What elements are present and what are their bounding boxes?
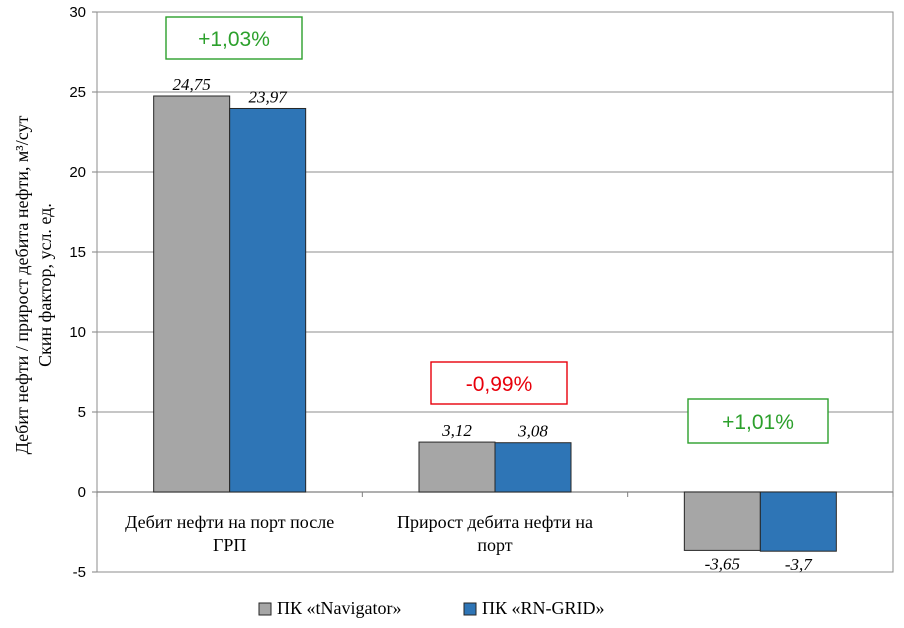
- category-label: ГРП: [213, 535, 246, 555]
- plot-border: [96, 11, 894, 573]
- axes: -5 0 5 10 15 20 25 30: [69, 4, 894, 581]
- legend-swatch: [463, 602, 477, 616]
- category-label: Прирост дебита нефти на: [397, 512, 593, 532]
- y-tick-label: -5: [73, 564, 86, 581]
- category-labels: Дебит нефти на порт после ГРП Прирост деби…: [125, 512, 593, 555]
- y-tick-label: 15: [69, 244, 86, 261]
- bar: [683, 491, 761, 551]
- legend-label: ПК «RN-GRID»: [482, 598, 605, 618]
- category-label: Дебит нефти на порт после: [125, 512, 334, 532]
- bar: [418, 441, 496, 493]
- annotation-text: -0,99%: [466, 373, 533, 396]
- bar: [494, 442, 572, 493]
- data-label: 3,12: [441, 421, 472, 440]
- y-tick-label: 20: [69, 164, 86, 181]
- legend: ПК «tNavigator» ПК «RN-GRID»: [258, 598, 605, 618]
- y-tick-label: 25: [69, 84, 86, 101]
- data-labels: 24,75 23,97 3,12 3,08 -3,65 -3,7: [173, 75, 814, 574]
- category-label: порт: [477, 535, 512, 555]
- y-tick-label: 30: [69, 4, 86, 21]
- bar: [153, 95, 231, 493]
- annotation-text: +1,03%: [198, 28, 270, 51]
- y-axis-title-line: Скин фактор, усл. ед.: [35, 203, 55, 367]
- annotation-box: [687, 398, 829, 444]
- y-tick-label: 5: [78, 404, 86, 421]
- y-axis-title-line: Дебит нефти / прирост дебита нефти, м³/с…: [12, 116, 32, 455]
- y-tick-label: 10: [69, 324, 86, 341]
- data-label: 24,75: [173, 75, 211, 94]
- annotation-text: +1,01%: [722, 411, 794, 434]
- data-label: 3,08: [517, 422, 548, 441]
- bars: [153, 95, 837, 552]
- data-label: 23,97: [249, 87, 289, 106]
- data-label: -3,7: [785, 555, 813, 574]
- annotation-box: [165, 16, 303, 60]
- legend-label: ПК «tNavigator»: [277, 598, 401, 618]
- y-axis-title: Дебит нефти / прирост дебита нефти, м³/с…: [12, 116, 55, 455]
- annotation-box: [430, 361, 568, 405]
- y-tick-label: 0: [78, 484, 86, 501]
- y-axis-title-group: Дебит нефти / прирост дебита нефти, м³/с…: [12, 116, 55, 455]
- legend-swatch: [258, 602, 272, 616]
- bar: [759, 491, 837, 552]
- data-label: -3,65: [705, 554, 740, 573]
- annotations: +1,03% -0,99% +1,01%: [165, 16, 829, 444]
- bar: [229, 107, 307, 493]
